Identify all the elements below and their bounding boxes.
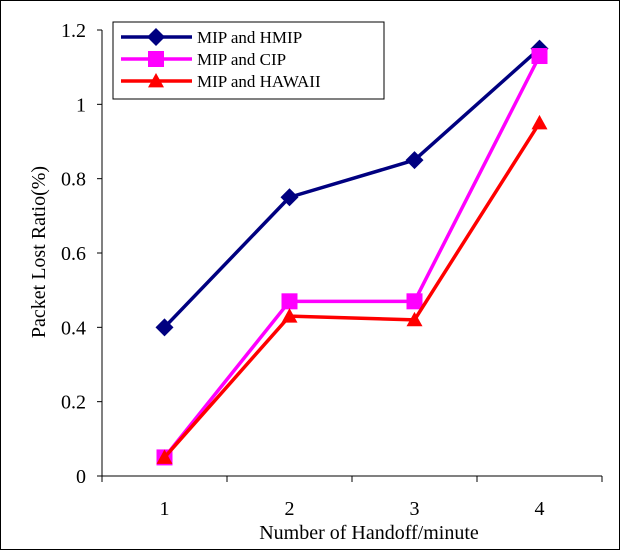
y-axis-title: Packet Lost Ratio(%) xyxy=(28,166,50,338)
legend-marker xyxy=(148,73,164,88)
legend-marker xyxy=(148,51,164,67)
y-tick-label: 0.2 xyxy=(61,392,86,414)
data-point xyxy=(406,311,423,327)
y-tick-label: 1 xyxy=(76,94,86,116)
data-point xyxy=(531,48,548,65)
series-square xyxy=(156,48,548,466)
legend-marker xyxy=(147,28,165,46)
data-point xyxy=(156,449,173,464)
y-tick-label: 1.2 xyxy=(61,20,86,42)
data-point xyxy=(406,293,423,310)
legend-label: MIP and HMIP xyxy=(197,28,302,47)
legend: MIP and HMIP MIP and CIP MIP and HAWAII xyxy=(112,21,385,100)
data-point xyxy=(281,308,298,323)
x-tick-label: 1 xyxy=(160,498,170,520)
y-tick-label: 0.4 xyxy=(61,317,86,339)
series-line xyxy=(163,47,541,329)
x-tick-label: 4 xyxy=(535,498,545,520)
axes xyxy=(97,29,603,482)
x-tick-labels: 1 2 3 4 xyxy=(160,498,545,520)
data-point xyxy=(281,293,298,310)
series-triangle xyxy=(156,114,548,464)
legend-label: MIP and HAWAII xyxy=(197,72,321,91)
x-axis-title: Number of Handoff/minute xyxy=(259,522,479,544)
data-point xyxy=(405,151,424,170)
series-line xyxy=(163,55,542,459)
y-tick-label: 0 xyxy=(76,466,86,488)
x-tick-label: 2 xyxy=(285,498,295,520)
x-tick-label: 3 xyxy=(410,498,420,520)
y-tick-label: 0.8 xyxy=(61,169,86,191)
y-tick-label: 0.6 xyxy=(61,243,86,265)
data-point xyxy=(531,114,548,130)
series-line xyxy=(163,121,541,459)
series-layer xyxy=(155,39,549,466)
y-tick-labels: 0 0.2 0.4 0.6 0.8 1 1.2 xyxy=(61,20,86,488)
data-point xyxy=(280,188,299,207)
data-point xyxy=(155,318,174,337)
legend-label: MIP and CIP xyxy=(197,50,286,69)
